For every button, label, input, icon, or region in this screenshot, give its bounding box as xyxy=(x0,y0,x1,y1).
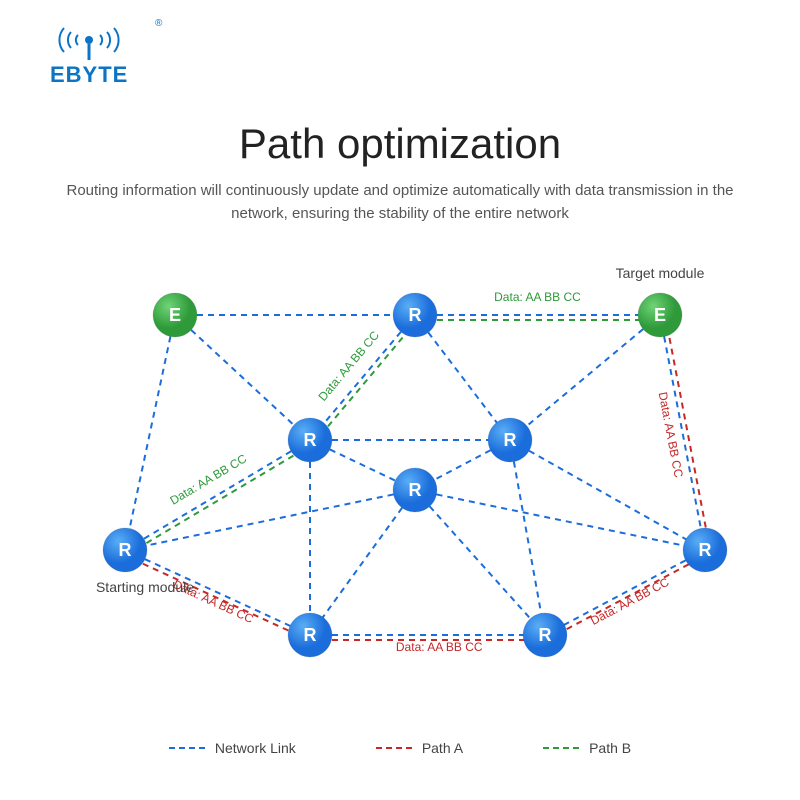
legend-label-path-b: Path B xyxy=(589,740,631,756)
legend-path-b: Path B xyxy=(543,740,631,756)
brand-name: EBYTE xyxy=(50,62,128,88)
antenna-icon xyxy=(54,20,124,60)
node-label: R xyxy=(409,305,422,325)
brand-logo: EBYTE xyxy=(50,20,128,88)
registered-mark: ® xyxy=(155,18,162,29)
network-diagram: Data: AA BB CC Data: AA BB CC Data: AA BB … xyxy=(40,250,760,710)
legend-dash-path-a xyxy=(376,747,412,749)
node-label: R xyxy=(304,625,317,645)
legend-path-a: Path A xyxy=(376,740,463,756)
node-label: R xyxy=(699,540,712,560)
annotation-starting: Starting module xyxy=(96,579,194,595)
node-label: E xyxy=(654,305,666,325)
annotation-target: Target module xyxy=(616,265,705,281)
legend-label-path-a: Path A xyxy=(422,740,463,756)
node-label: R xyxy=(504,430,517,450)
legend-dash-network xyxy=(169,747,205,749)
node-label: R xyxy=(119,540,132,560)
legend: Network Link Path A Path B xyxy=(0,740,800,756)
node-label: R xyxy=(409,480,422,500)
legend-network: Network Link xyxy=(169,740,296,756)
page-subtitle: Routing information will continuously up… xyxy=(40,180,760,225)
page-title: Path optimization xyxy=(239,120,561,168)
data-label: Data: AA BB CC xyxy=(167,451,249,508)
legend-dash-path-b xyxy=(543,747,579,749)
data-label: Data: AA BB CC xyxy=(588,575,671,628)
data-label: Data: AA BB CC xyxy=(396,640,483,654)
node-label: R xyxy=(539,625,552,645)
node-label: R xyxy=(304,430,317,450)
legend-label-network: Network Link xyxy=(215,740,296,756)
node-label: E xyxy=(169,305,181,325)
data-label: Data: AA BB CC xyxy=(494,290,581,304)
